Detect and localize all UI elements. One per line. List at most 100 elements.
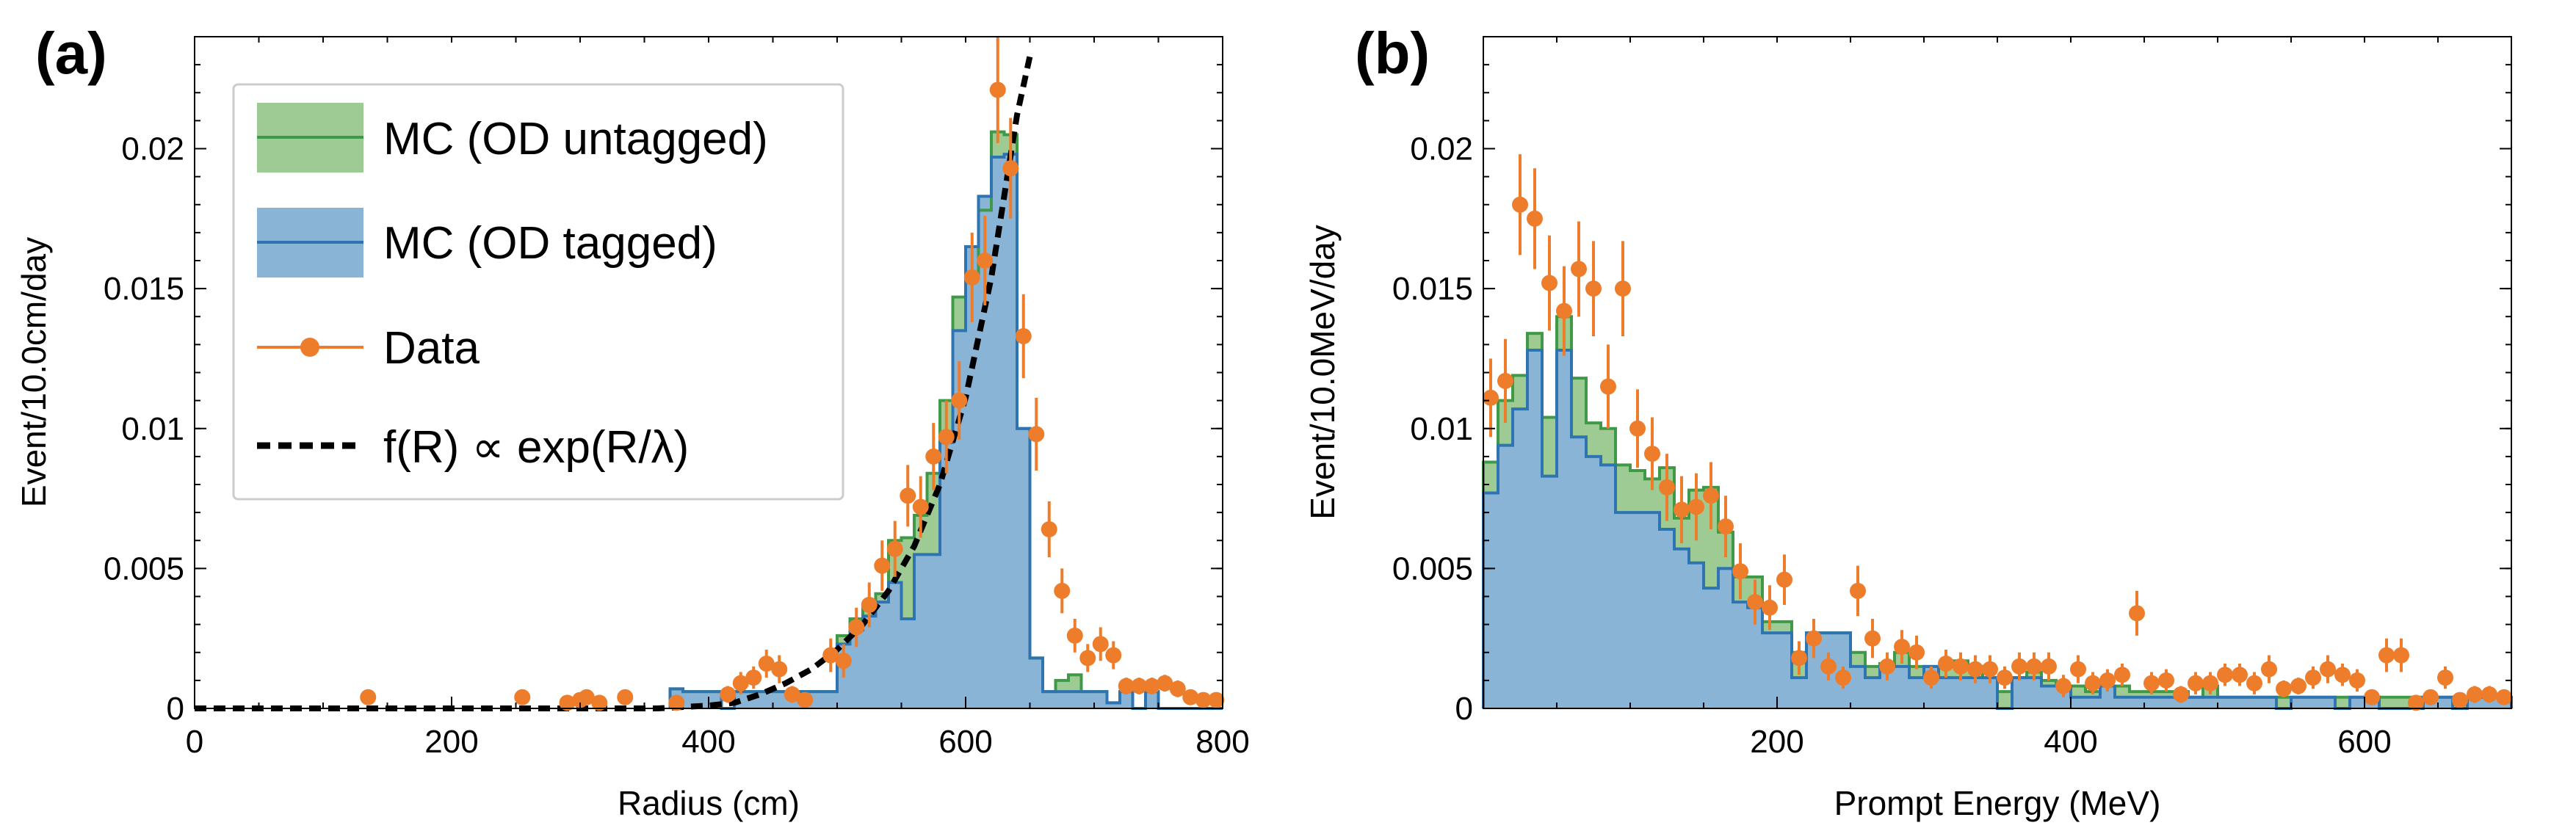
data-point-marker [1688,498,1704,515]
histogram-bin-tagged [2071,697,2085,708]
legend-item-data: Data [257,323,480,374]
data-point [2202,672,2218,694]
data-point [1747,579,1763,625]
data-point [1600,344,1616,429]
data-point-marker [1747,594,1763,611]
data-point [2437,666,2453,689]
y-tick-label: 0.005 [1392,551,1473,587]
data-point [2349,669,2365,692]
histogram-bin-tagged [2350,697,2365,708]
data-point-marker [822,647,839,664]
data-point [2173,686,2189,703]
histogram-bin-tagged [773,692,786,708]
data-point [2114,664,2130,686]
histogram-bin-tagged [1081,692,1094,708]
histogram-bin-untagged [1645,479,1660,513]
histogram-bin-tagged [2188,697,2203,708]
y-tick-label: 0.01 [121,411,184,447]
data-point [1718,496,1734,558]
data-point-marker [848,619,865,636]
data-point [2496,689,2512,705]
data-point-marker [771,661,788,678]
panel-a-radius-histogram: (a) 0 200 400 600 800 0 0.005 0.01 0.015 0.02 Ra… [15,21,1250,822]
histogram-bin-untagged [1630,470,1645,513]
data-point [848,607,865,647]
data-point-marker [514,689,531,705]
histogram-bin-tagged [2100,686,2115,708]
x-tick-label: 400 [681,724,735,760]
histogram-bin-tagged [2041,686,2056,708]
data-point-marker [886,540,903,557]
data-point-marker [1864,630,1881,647]
data-point-marker [1776,571,1792,588]
data-point [1674,476,1690,544]
data-point-marker [2202,675,2218,692]
data-point [514,689,531,705]
legend-item-fit: f(R) ∝ exp(R/λ) [257,422,689,473]
data-point-marker [1615,280,1631,297]
data-point [559,694,576,711]
histogram-bin-tagged [1498,445,1513,708]
data-point [1982,655,1998,683]
data-point [989,37,1006,143]
data-point-marker [2143,675,2160,692]
histogram-bin-tagged [927,554,940,708]
data-point-marker [2467,686,2483,703]
data-point [2408,694,2424,711]
x-tick-label: 400 [2044,724,2097,760]
histogram-bin-tagged [991,156,1005,708]
data-point [1092,627,1109,661]
histogram-bin-tagged [940,442,953,708]
data-point-marker [1923,669,1939,686]
legend-item-tagged: MC (OD tagged) [257,208,717,277]
histogram-bin-tagged [914,554,927,708]
data-point [1791,641,1807,675]
data-point [2364,689,2380,705]
data-point [2232,664,2248,686]
histogram-bin-tagged [1792,678,1806,708]
data-point [1182,689,1199,705]
histogram-bin-tagged [1107,703,1120,708]
data-point-marker [912,498,929,515]
data-point [1105,641,1122,669]
histogram-bin-untagged [1997,692,2012,708]
data-point [1864,619,1881,658]
histogram-bin-tagged [2291,697,2306,708]
data-point-marker [784,686,800,703]
histogram-bin-untagged [1483,462,1498,493]
data-point-marker [2481,686,2497,703]
panel-a-label: (a) [35,21,107,86]
y-tick-label: 0.005 [104,551,184,587]
x-tick-label: 0 [186,724,203,760]
data-point [2011,652,2027,681]
histogram-bin-tagged [1895,666,1909,708]
histogram-bin-tagged [2027,678,2041,708]
data-point-marker [1953,658,1969,675]
histogram-bin-tagged [2115,697,2130,708]
legend-label-tagged: MC (OD tagged) [383,218,717,269]
histogram-bin-untagged [1616,465,1630,513]
histogram-bin-tagged [1850,666,1865,708]
histogram-bin-untagged [875,593,889,603]
histogram-bin-tagged [952,330,966,708]
data-point-marker [1512,196,1528,213]
histogram-bin-tagged [1571,437,1586,708]
data-point-marker [2055,678,2072,694]
data-point [617,689,634,705]
data-point [2041,652,2057,681]
data-point [1879,652,1895,681]
data-point-marker [2188,675,2204,692]
y-tick-label: 0 [167,691,184,727]
data-point-marker [2114,667,2130,683]
data-point-marker [1541,275,1557,291]
histogram-bin-tagged [811,692,825,708]
data-point [1541,235,1557,331]
data-point-marker [1079,650,1096,667]
data-point-marker [745,669,762,686]
histogram-bin-tagged [760,692,773,708]
histogram-bin-tagged [824,692,837,708]
data-point [1688,473,1704,541]
histogram-bin-tagged [901,619,914,708]
data-point-marker [963,269,980,286]
histogram-bin-untagged [2394,697,2409,708]
